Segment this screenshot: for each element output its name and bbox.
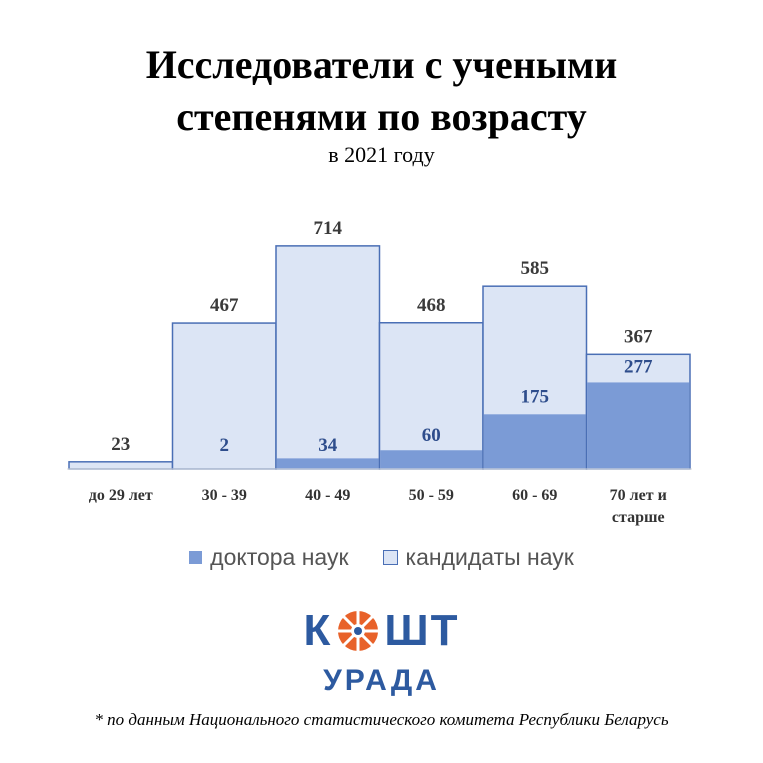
legend-label-doctors: доктора наук: [210, 544, 349, 570]
x-tick-label: 40 - 49: [305, 487, 350, 504]
legend-swatch-candidates: [382, 550, 398, 565]
logo-wheel-icon: [337, 610, 380, 652]
x-tick-label: до 29 лет: [89, 487, 153, 504]
data-label-candidates: 714: [314, 218, 343, 239]
bar-doctors: [380, 450, 483, 469]
data-label-doctors: 2: [220, 435, 230, 456]
x-tick-label: 70 лет и: [610, 487, 667, 504]
data-label-doctors: 175: [521, 386, 550, 407]
x-tick-label: старше: [612, 509, 665, 526]
logo: К ШТ УРАДА: [0, 604, 763, 698]
source-footnote: * по данным Национального статистическог…: [94, 710, 669, 729]
legend-item-candidates: кандидаты наук: [382, 544, 574, 571]
chart-area: 23 до 29 лет 467 2 30 - 39 714 34 40 - 49 468 60 5…: [67, 218, 692, 526]
chart-title-line-1: Исследователи с учеными: [145, 42, 618, 87]
legend: доктора наук кандидаты наук: [0, 544, 763, 571]
data-label-doctors: 34: [318, 435, 338, 456]
data-label-candidates: 23: [111, 434, 130, 455]
data-label-candidates: 468: [417, 295, 446, 316]
bar-candidates: [378, 322, 484, 470]
chart-subtitle: в 2021 году: [328, 142, 435, 167]
bar-candidates: [68, 461, 174, 470]
logo-word-right: ШТ: [384, 606, 460, 655]
x-tick-label: 30 - 39: [202, 487, 247, 504]
legend-item-doctors: доктора наук: [189, 544, 349, 571]
x-tick-label: 60 - 69: [512, 487, 557, 504]
data-label-candidates: 367: [624, 326, 653, 347]
logo-subword: УРАДА: [323, 664, 440, 697]
data-label-candidates: 467: [210, 295, 239, 316]
data-label-doctors: 277: [624, 356, 653, 377]
data-label-candidates: 585: [521, 258, 550, 279]
logo-word-left: К: [303, 606, 333, 655]
bar-doctors: [483, 414, 586, 469]
chart-title-line-2: степенями по возрасту: [176, 94, 587, 139]
bar-doctors: [276, 458, 379, 469]
bar-candidates: [275, 245, 381, 470]
data-label-doctors: 60: [422, 425, 441, 446]
bar-doctors: [587, 382, 690, 469]
legend-swatch-doctors: [189, 551, 203, 564]
legend-label-candidates: кандидаты наук: [405, 544, 574, 570]
x-tick-label: 50 - 59: [409, 487, 454, 504]
